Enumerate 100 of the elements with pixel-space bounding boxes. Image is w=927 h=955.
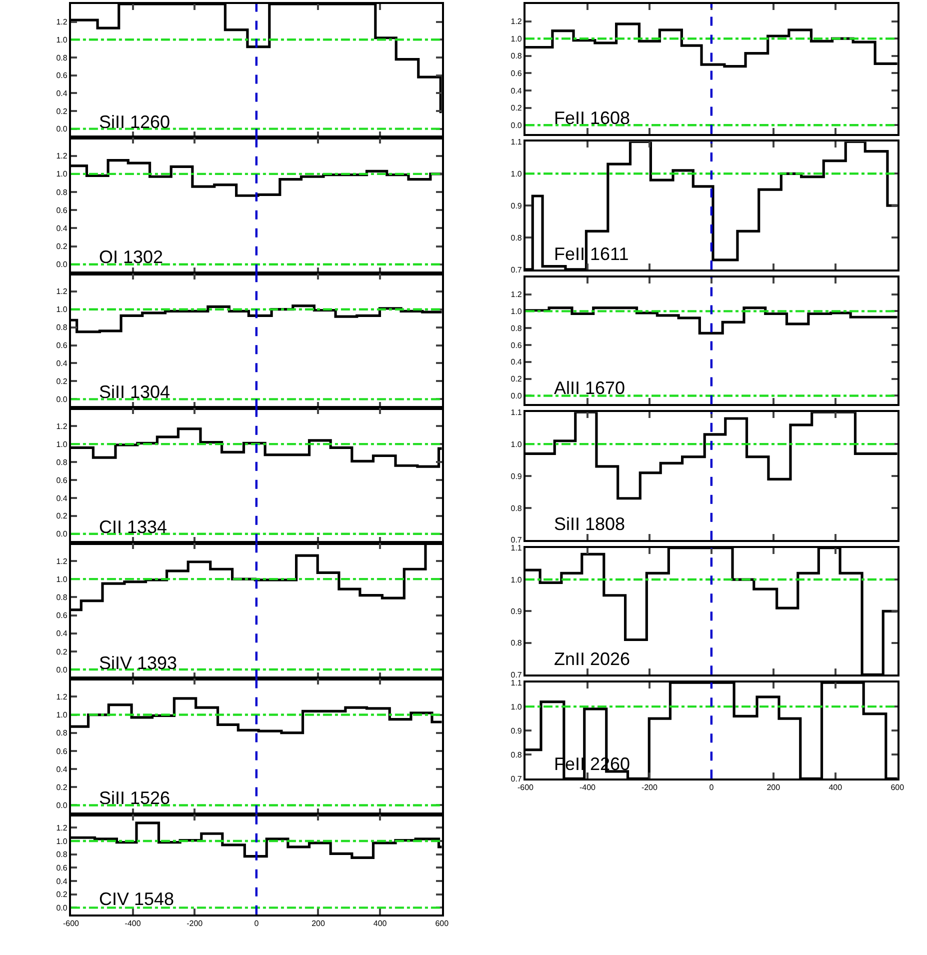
y-tick-label: 0.6 (56, 206, 68, 215)
y-tick-label: 1.0 (56, 305, 68, 314)
y-tick-label: 0.8 (56, 188, 68, 197)
y-tick-label: 0.4 (56, 88, 68, 98)
y-tick-label: 0.2 (56, 647, 68, 656)
y-tick-label: 0.2 (56, 512, 68, 521)
y-tick-label: 1.0 (510, 702, 522, 712)
y-tick-label: 0.4 (56, 359, 68, 368)
y-tick-label: 0.0 (56, 530, 68, 539)
y-tick-label: 0.4 (510, 86, 522, 96)
y-tick-label: 1.0 (56, 836, 68, 846)
y-tick-label: 0.6 (510, 69, 522, 78)
y-tick-label: 0.4 (56, 764, 68, 774)
y-tick-label: 0.4 (56, 629, 68, 638)
y-tick-label: 0.4 (56, 494, 68, 503)
y-tick-label: 1.2 (56, 692, 68, 702)
y-tick-label: 0.0 (56, 124, 68, 134)
y-tick-label: 1.2 (56, 422, 68, 431)
y-tick-label: 1.2 (56, 556, 68, 566)
x-tick-label: -400 (579, 783, 596, 792)
y-tick-label: 0.9 (510, 201, 522, 210)
y-tick-label: 0.0 (56, 260, 68, 270)
x-tick-label: 200 (312, 918, 326, 928)
y-tick-label: 1.0 (56, 170, 68, 179)
annotation: OI 1302 (99, 247, 164, 267)
y-tick-label: 1.1 (510, 408, 522, 417)
y-tick-label: 1.1 (510, 678, 522, 688)
y-tick-label: 0.9 (510, 472, 522, 481)
y-tick-label: 1.0 (510, 440, 522, 449)
y-tick-label: 0.4 (510, 358, 522, 367)
y-tick-label: 0.8 (510, 750, 522, 760)
x-tick-label: -600 (517, 783, 534, 792)
y-tick-label: 0.9 (510, 726, 522, 736)
annotation: SiII 1260 (99, 112, 170, 132)
y-tick-label: 1.2 (510, 290, 522, 300)
annotation: CIV 1548 (99, 889, 174, 909)
x-tick-label: -600 (62, 918, 80, 928)
y-tick-label: 0.8 (56, 850, 68, 860)
y-tick-label: 0.0 (56, 665, 68, 674)
x-tick-label: -400 (124, 918, 142, 928)
annotation: ZnII 2026 (554, 649, 630, 669)
y-tick-label: 0.8 (510, 324, 522, 333)
x-tick-label: -200 (641, 783, 658, 792)
x-tick-label: 200 (766, 783, 781, 792)
y-tick-label: 0.8 (56, 53, 68, 62)
y-tick-label: 1.0 (56, 710, 68, 720)
y-tick-label: 0.8 (56, 728, 68, 738)
y-tick-label: 0.8 (56, 592, 68, 602)
y-tick-label: 0.6 (56, 863, 68, 872)
y-tick-label: 1.2 (56, 152, 68, 161)
annotation: SiII 1526 (99, 788, 170, 808)
y-tick-label: 0.7 (510, 774, 522, 784)
y-tick-label: 1.1 (510, 544, 522, 553)
y-tick-label: 0.8 (510, 504, 522, 513)
y-tick-label: 0.0 (56, 801, 68, 810)
y-tick-label: 1.2 (56, 287, 68, 296)
y-tick-label: 0.0 (56, 903, 68, 912)
y-tick-label: 1.1 (510, 137, 522, 146)
y-tick-label: 0.8 (510, 233, 522, 242)
y-tick-label: 0.7 (510, 265, 522, 274)
x-tick-label: 0 (709, 783, 714, 792)
y-tick-label: 1.0 (56, 35, 68, 44)
y-tick-label: 0.2 (56, 782, 68, 792)
x-tick-label: 400 (828, 783, 843, 792)
y-tick-label: 0.2 (56, 377, 68, 386)
annotation: FeII 1611 (554, 244, 629, 264)
y-tick-label: 0.2 (56, 890, 68, 900)
y-tick-label: 0.6 (56, 611, 68, 620)
y-tick-label: 0.2 (56, 242, 68, 252)
y-tick-label: 1.0 (510, 169, 522, 178)
y-tick-label: 0.6 (56, 476, 68, 485)
y-tick-label: 0.0 (510, 120, 522, 130)
y-tick-label: 1.2 (56, 823, 68, 832)
x-tick-label: 600 (435, 918, 450, 928)
y-tick-label: 0.8 (510, 52, 522, 61)
y-tick-label: 0.7 (510, 670, 522, 680)
x-tick-label: 0 (254, 918, 260, 928)
y-tick-label: 0.4 (56, 876, 68, 886)
x-tick-label: 600 (890, 783, 905, 792)
y-tick-label: 1.0 (510, 575, 522, 584)
y-tick-label: 0.9 (510, 607, 522, 616)
y-tick-label: 0.4 (56, 224, 68, 233)
y-tick-label: 0.2 (510, 374, 522, 384)
y-tick-label: 0.8 (510, 638, 522, 648)
annotation: FeII 1608 (554, 108, 630, 128)
y-tick-label: 1.0 (510, 307, 522, 316)
annotation: CII 1334 (99, 517, 168, 537)
y-tick-label: 0.6 (510, 340, 522, 350)
y-tick-label: 1.0 (56, 440, 68, 449)
y-tick-label: 0.6 (56, 746, 68, 756)
y-tick-label: 1.2 (510, 17, 522, 26)
y-tick-label: 0.8 (56, 458, 68, 467)
x-tick-label: 400 (373, 918, 388, 928)
y-tick-label: 1.0 (510, 34, 522, 44)
annotation: SiII 1808 (554, 514, 626, 534)
y-tick-label: 0.0 (510, 392, 522, 401)
annotation: SiIV 1393 (99, 653, 178, 673)
y-tick-label: 1.0 (56, 574, 68, 584)
y-tick-label: 0.2 (510, 104, 522, 113)
y-tick-label: 0.7 (510, 536, 522, 545)
